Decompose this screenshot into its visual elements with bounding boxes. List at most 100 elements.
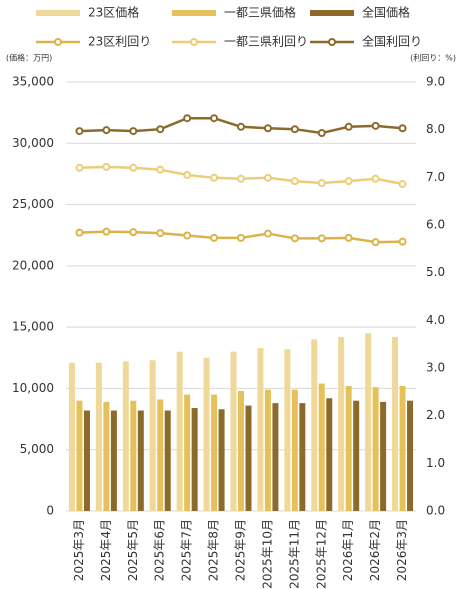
x-tick-label: 2025年11月 [287, 519, 301, 589]
bar [372, 387, 379, 511]
marker [102, 162, 111, 171]
marker [129, 228, 138, 237]
bar [184, 394, 191, 511]
bar [245, 405, 252, 511]
bar [291, 389, 298, 511]
y2-tick-label: 6.0 [426, 218, 445, 232]
legend-marker [54, 38, 62, 46]
bar [176, 351, 183, 511]
bar [345, 385, 352, 511]
x-tick-label: 2025年9月 [234, 519, 248, 581]
marker [102, 126, 111, 135]
bar [149, 360, 156, 511]
marker [210, 173, 219, 182]
bar [318, 383, 325, 511]
marker [156, 165, 165, 174]
x-tick-label: 2026年1月 [341, 519, 355, 581]
y-axis-label: (価格：万円) [6, 53, 52, 63]
y-tick-label: 0 [46, 504, 54, 518]
marker [129, 163, 138, 172]
x-tick-label: 2026年3月 [395, 519, 409, 581]
legend-label: 全国価格 [362, 5, 410, 20]
marker [75, 127, 84, 136]
bar [83, 410, 90, 511]
marker [75, 163, 84, 172]
marker [102, 227, 111, 236]
x-tick-label: 2025年5月 [126, 519, 140, 581]
bar [365, 333, 372, 511]
bar [130, 400, 137, 511]
marker [290, 177, 299, 186]
y2-axis-label: (利回り：%) [410, 53, 456, 63]
marker [398, 237, 407, 246]
marker [317, 129, 326, 138]
marker [371, 238, 380, 247]
marker [129, 127, 138, 136]
marker [183, 114, 192, 123]
bar [272, 403, 279, 511]
bar [230, 351, 237, 511]
bar [238, 390, 244, 511]
x-tick-label: 2025年4月 [99, 519, 113, 581]
bar [218, 409, 225, 511]
y2-tick-label: 3.0 [426, 361, 445, 375]
y2-tick-label: 9.0 [426, 75, 445, 89]
bar [407, 400, 414, 511]
bar [299, 403, 306, 511]
marker [344, 122, 353, 131]
bar [338, 336, 345, 511]
bar [191, 408, 198, 511]
marker [75, 228, 84, 237]
y-tick-label: 5,000 [20, 442, 54, 456]
y-tick-label: 15,000 [12, 320, 54, 334]
x-tick-label: 2025年8月 [207, 519, 221, 581]
marker [237, 122, 245, 131]
bar [164, 410, 171, 511]
x-tick-label: 2025年3月 [72, 519, 86, 581]
bar [110, 410, 117, 511]
bar [264, 389, 271, 511]
bar [392, 336, 399, 511]
x-tick-label: 2025年7月 [180, 519, 194, 581]
x-tick-label: 2026年2月 [368, 519, 382, 581]
marker [344, 177, 353, 186]
marker [263, 173, 272, 182]
y-tick-label: 25,000 [12, 197, 54, 211]
marker [183, 170, 192, 179]
marker [183, 231, 192, 240]
bar [203, 357, 210, 511]
bar [326, 398, 333, 511]
legend-label: 全国利回り [362, 34, 422, 49]
marker [398, 180, 407, 189]
bar [284, 349, 291, 511]
legend-swatch [172, 10, 216, 16]
marker [344, 233, 353, 242]
y-tick-label: 10,000 [12, 381, 54, 395]
bar [137, 410, 144, 511]
x-tick-label: 2025年12月 [314, 519, 328, 589]
bar [399, 385, 406, 511]
y2-tick-label: 7.0 [426, 170, 445, 184]
bar [103, 401, 110, 511]
x-tick-label: 2025年10月 [260, 519, 274, 589]
legend-marker [190, 38, 198, 46]
bar [76, 400, 83, 511]
legend-label: 一都三県価格 [224, 5, 296, 20]
y-tick-label: 35,000 [12, 75, 54, 89]
legend-label: 23区利回り [88, 35, 151, 49]
marker [371, 174, 380, 183]
legend-marker [328, 38, 336, 46]
y-tick-label: 20,000 [12, 258, 54, 272]
marker [398, 124, 407, 133]
marker [156, 229, 165, 238]
bar [311, 339, 318, 511]
y-tick-label: 30,000 [12, 136, 54, 150]
bar [353, 400, 360, 511]
bar [257, 347, 264, 511]
marker [237, 174, 245, 183]
legend-swatch [36, 10, 80, 16]
marker [156, 125, 165, 134]
bar [68, 362, 75, 511]
y2-tick-label: 8.0 [426, 122, 445, 136]
